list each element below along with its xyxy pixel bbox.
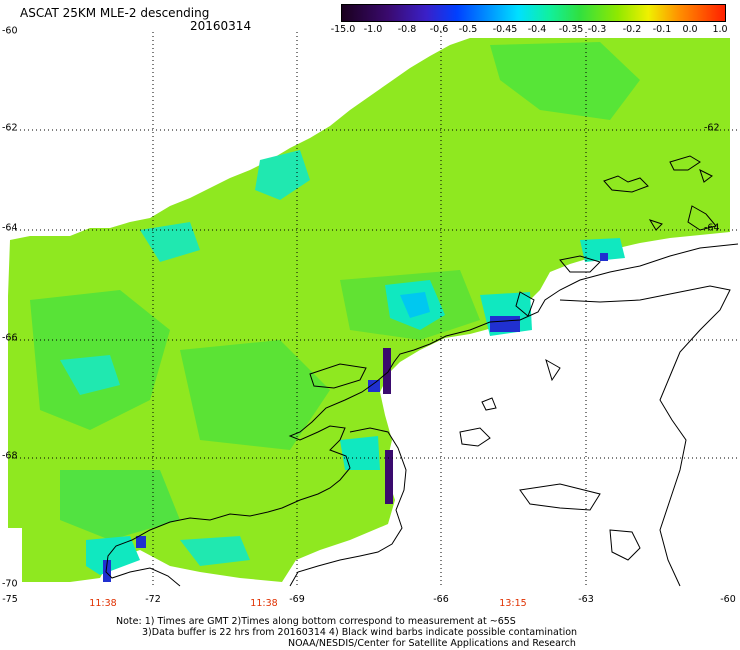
colorbar (341, 4, 726, 22)
footer-note-line2: 3)Data buffer is 22 hrs from 20160314 4)… (142, 627, 578, 638)
colorbar-tick-label: -1.0 (363, 24, 383, 35)
island-coast (559, 255, 601, 273)
map-title: ASCAT 25KM MLE-2 descending (20, 6, 210, 20)
latitude-label-right: -64 (704, 222, 720, 234)
field-patch (340, 436, 380, 470)
graticule (8, 32, 738, 586)
latitude-label: -68 (2, 450, 18, 462)
colorbar-tick-label: -15.0 (330, 24, 356, 35)
coastlines (105, 155, 739, 587)
longitude-label: -63 (578, 594, 594, 605)
latitude-label-right: -62 (704, 122, 720, 134)
colorbar-tick-label: 1.0 (712, 24, 728, 35)
colorbar-tick-label: -0.5 (458, 24, 478, 35)
colorbar-tick-label: -0.35 (558, 24, 584, 35)
anomaly-cell (103, 560, 111, 582)
latitude-label: -64 (2, 222, 18, 234)
footer-credit: NOAA/NESDIS/Center for Satellite Applica… (288, 638, 576, 649)
colorbar-tick-label: 0.0 (682, 24, 698, 35)
antarctic-peninsula-coast (105, 243, 739, 587)
field-patch (255, 150, 310, 200)
field-patch (400, 292, 430, 318)
pass-time-label: 11:38 (250, 598, 278, 609)
colorbar-tick-label: -0.45 (492, 24, 518, 35)
pass-time-label: 13:15 (499, 598, 527, 609)
footer-note-line1: Note: 1) Times are GMT 2)Times along bot… (116, 616, 516, 627)
field-patch (580, 238, 625, 262)
island-coast (699, 169, 713, 183)
colorbar-tick-label: -0.6 (429, 24, 449, 35)
longitude-label: -60 (720, 594, 736, 605)
field-patch (86, 536, 140, 575)
island-coast (603, 175, 649, 193)
longitude-label: -72 (145, 594, 161, 605)
longitude-label: -66 (433, 594, 449, 605)
latitude-label: -62 (2, 122, 18, 134)
island-coast (687, 205, 717, 231)
alexander-island-coast (289, 427, 407, 587)
island-coast (515, 291, 535, 317)
colorbar-tick-label: -0.1 (652, 24, 672, 35)
anomaly-cell (600, 253, 608, 261)
island-coast (459, 427, 491, 447)
map-date: 20160314 (190, 19, 252, 33)
anomaly-cell (136, 536, 146, 548)
latitude-label: -70 (2, 578, 18, 590)
longitude-label: -75 (2, 594, 18, 605)
colorbar-tick-label: -0.2 (622, 24, 642, 35)
field-patch (180, 340, 330, 450)
anomaly-cell (385, 450, 393, 504)
island-coast (648, 219, 663, 231)
colorbar-tick-label: -0.3 (587, 24, 607, 35)
field-patch (180, 536, 250, 566)
island-coast (519, 483, 601, 511)
colorbar-tick-label: -0.4 (527, 24, 547, 35)
anomaly-cell (383, 348, 391, 394)
colorbar-tick-label: -0.8 (397, 24, 417, 35)
island-coast (545, 358, 561, 382)
field-patch (60, 355, 120, 395)
island-coast (481, 397, 497, 411)
interior-ice-edge (559, 285, 731, 587)
field-patch (490, 42, 640, 120)
latitude-label: -66 (2, 332, 18, 344)
latitude-label: -60 (2, 25, 18, 37)
island-coast (669, 155, 701, 171)
anomaly-cell (490, 316, 520, 332)
anomaly-cell (368, 380, 380, 392)
island-coast (609, 529, 641, 561)
field-patch (60, 470, 180, 540)
data-field (8, 38, 730, 582)
longitude-label: -69 (289, 594, 305, 605)
field-patch (140, 222, 200, 262)
island-coast (309, 363, 367, 389)
pass-time-label: 11:38 (89, 598, 117, 609)
